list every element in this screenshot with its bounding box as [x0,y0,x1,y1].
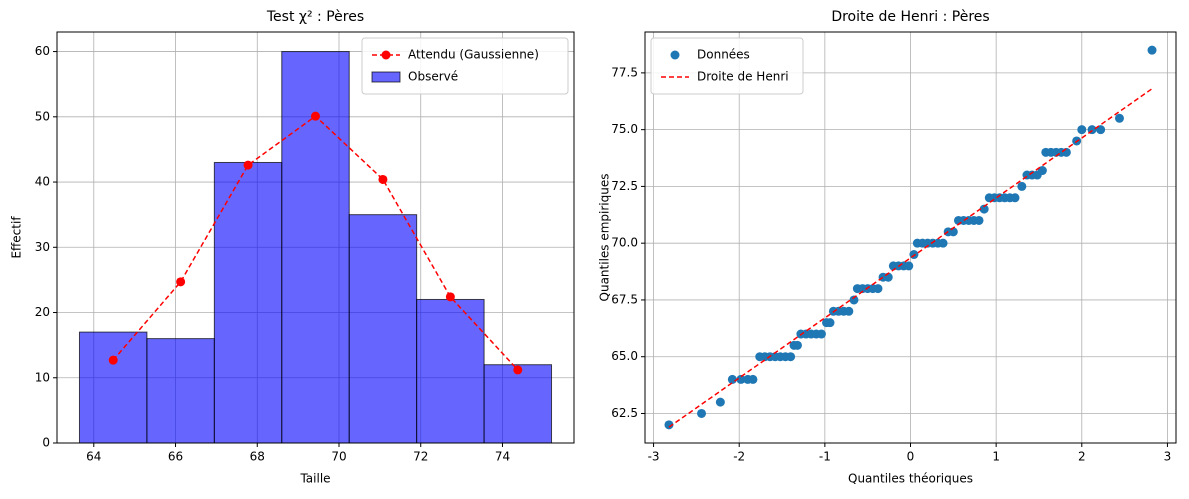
data-point [697,408,707,418]
y-tick-label: 30 [35,240,50,254]
data-point [1077,125,1087,135]
data-point [979,204,989,214]
subplot: -3 -2 -1 0 1 2 3 62.5 65.0 67.5 70.0 72.5 75.0 77.5 Dr… [598,9,1177,486]
x-tick-label: -2 [733,450,745,464]
plot-frame [644,31,1177,444]
expected-point [108,355,118,365]
histogram-bar [78,331,148,444]
y-tick-label: 40 [35,175,50,189]
data-point [849,295,859,305]
x-tick-label: -3 [648,450,660,464]
expected-point [176,277,186,287]
data-point [715,397,725,407]
x-tick-label: 0 [907,450,915,464]
subplot: 64 66 68 70 72 74 0 10 20 30 40 50 60 Test χ² : Pères… [10,9,575,486]
chart-title: Test χ² : Pères [266,9,364,25]
histogram-bar [281,51,350,444]
legend-label: Observé [408,70,458,84]
legend-label: Droite de Henri [697,70,789,84]
y-tick-label: 10 [35,370,50,384]
data-point [786,352,796,362]
x-tick-label: 70 [331,450,346,464]
y-tick-label: 65.0 [611,349,638,363]
data-point [727,374,737,384]
y-tick-label: 67.5 [611,292,638,306]
legend-box [361,37,569,95]
x-axis-label: Taille [299,472,330,486]
data-point [1114,113,1124,123]
reference-line [668,88,1153,428]
data-point [1017,181,1027,191]
data-point [816,329,826,339]
y-tick-label: 60 [35,44,50,58]
y-tick-label: 50 [35,109,50,123]
y-tick-label: 70.0 [611,236,638,250]
data-point [1096,125,1106,135]
y-tick-label: 72.5 [611,179,638,193]
y-axis-label: Quantiles empiriques [598,174,612,302]
data-point [909,250,919,260]
y-tick-label: 75.0 [611,122,638,136]
y-axis-label: Effectif [10,216,24,259]
data-point [1037,166,1047,176]
data-point [873,284,883,294]
x-tick-label: -1 [819,450,831,464]
data-point [938,238,948,248]
data-point [844,306,854,316]
data-point [825,318,835,328]
data-point [664,420,674,430]
x-tick-label: 74 [495,450,510,464]
legend-label: Attendu (Gaussienne) [408,48,539,62]
x-tick-label: 64 [86,450,101,464]
data-point [792,340,802,350]
x-tick-label: 1 [992,450,1000,464]
data-point [748,374,758,384]
data-point [1147,45,1157,55]
data-point [904,261,914,271]
x-tick-label: 3 [1164,450,1172,464]
histogram-bar [416,298,485,444]
histogram-bar [483,364,553,444]
x-tick-label: 66 [168,450,183,464]
legend: Données Droite de Henri [650,37,804,95]
expected-point [445,292,455,302]
histogram-bar [146,338,215,444]
expected-point [378,174,388,184]
x-tick-label: 68 [250,450,265,464]
expected-point [243,160,253,170]
data-point [974,215,984,225]
x-tick-label: 72 [413,450,428,464]
plot-frame [56,31,575,444]
legend-label: Données [697,48,750,62]
histogram-bar [348,214,418,444]
y-tick-label: 0 [42,436,50,450]
legend-swatch [371,71,401,83]
data-point [736,374,746,384]
x-tick-label: 2 [1078,450,1086,464]
y-tick-label: 20 [35,305,50,319]
y-tick-label: 77.5 [611,65,638,79]
chart-title: Droite de Henri : Pères [831,9,989,25]
legend-marker [381,50,391,60]
legend-box [650,37,804,95]
y-tick-label: 62.5 [611,406,638,420]
legend-marker [670,50,680,60]
expected-point [311,111,320,121]
x-axis-label: Quantiles théoriques [848,472,973,486]
legend: Attendu (Gaussienne) Observé [361,37,569,95]
data-point [1010,193,1020,203]
expected-point [513,365,523,375]
